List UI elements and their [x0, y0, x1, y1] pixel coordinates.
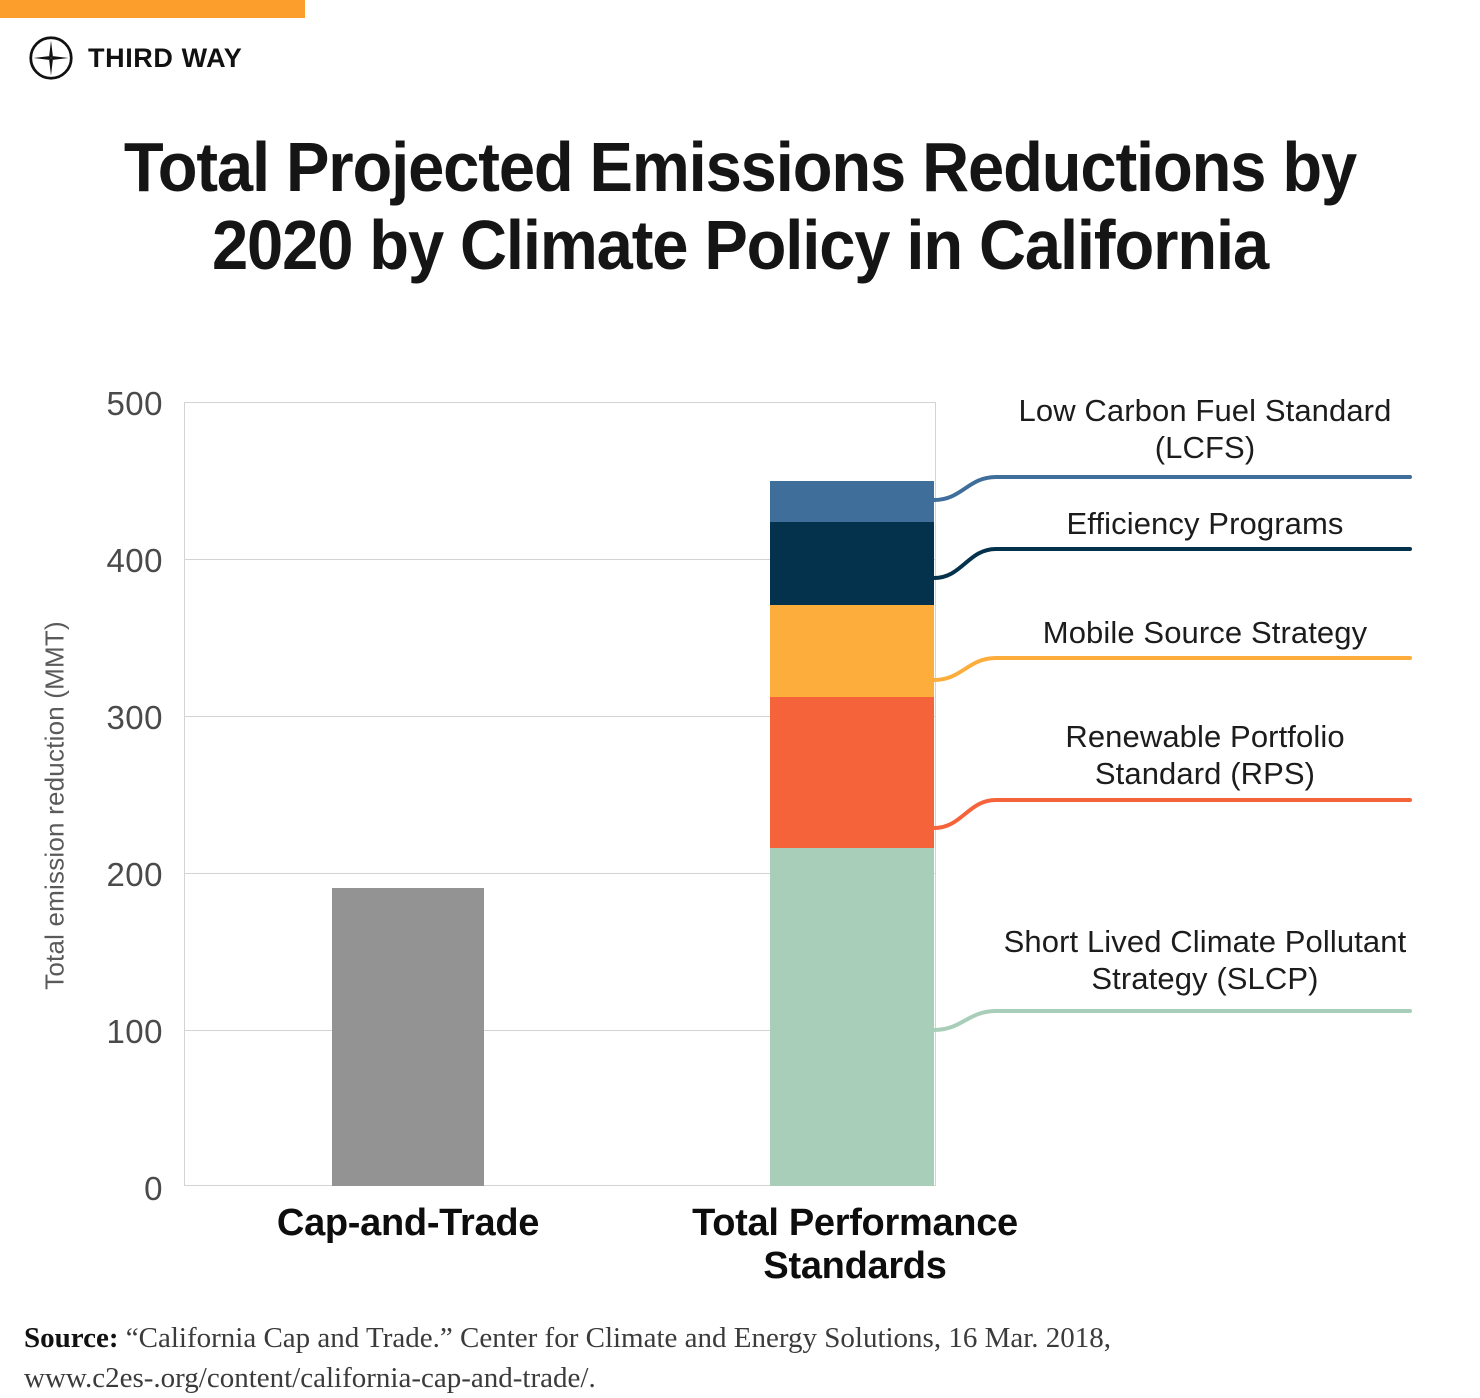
callout-label-lcfs: Low Carbon Fuel Standard (LCFS) [1018, 393, 1392, 466]
source-label: Source: [24, 1322, 119, 1354]
brand-accent-bar [0, 0, 305, 18]
y-tick-0: 0 [144, 1170, 163, 1207]
y-tick-500: 500 [106, 385, 163, 422]
connector-efficiency-programs [932, 547, 1412, 580]
connector-slcp [932, 1009, 1412, 1032]
compass-star-icon [29, 36, 73, 80]
gridline-400 [184, 559, 936, 560]
bar-total-performance-standards[interactable] [770, 481, 934, 1186]
x-label-cap-and-trade: Cap-and-Trade [276, 1202, 540, 1244]
callout-label-rps: Renewable Portfolio Standard (RPS) [1065, 719, 1345, 792]
y-tick-100: 100 [106, 1013, 163, 1050]
callout-label-efficiency-programs: Efficiency Programs [1066, 506, 1344, 541]
callout-label-slcp: Short Lived Climate Pollutant Strategy (… [1003, 924, 1407, 997]
page-title: Total Projected Emissions Reductions by … [123, 128, 1357, 285]
bar-cap-and-trade[interactable] [332, 888, 484, 1186]
y-tick-300: 300 [106, 699, 163, 736]
segment-mobile-source-strategy[interactable] [770, 605, 934, 697]
brand-logo: THIRD WAY [28, 35, 242, 81]
segment-efficiency-programs[interactable] [770, 522, 934, 605]
y-tick-400: 400 [106, 542, 163, 579]
gridline-100 [184, 1030, 936, 1031]
x-label-total-performance-standards: Total Performance Standards [692, 1202, 1018, 1287]
gridline-200 [184, 873, 936, 874]
source-text: “California Cap and Trade.” Center for C… [24, 1322, 1112, 1395]
segment-renewable-portfolio-standard[interactable] [770, 697, 934, 848]
y-axis-title: Total emission reduction (MMT) [39, 621, 70, 990]
segment-low-carbon-fuel-standard[interactable] [770, 481, 934, 522]
connector-mobile-source-strategy [932, 656, 1412, 682]
brand-name: THIRD WAY [88, 42, 243, 73]
plot-area [184, 402, 936, 1186]
callout-label-mobile-source-strategy: Mobile Source Strategy [1042, 615, 1368, 650]
connector-rps [932, 798, 1412, 830]
y-tick-200: 200 [106, 856, 163, 893]
segment-short-lived-climate-pollutant-strategy[interactable] [770, 848, 934, 1186]
source-footnote: Source: “California Cap and Trade.” Cent… [24, 1318, 1454, 1398]
gridline-300 [184, 716, 936, 717]
connector-lcfs [932, 475, 1412, 502]
